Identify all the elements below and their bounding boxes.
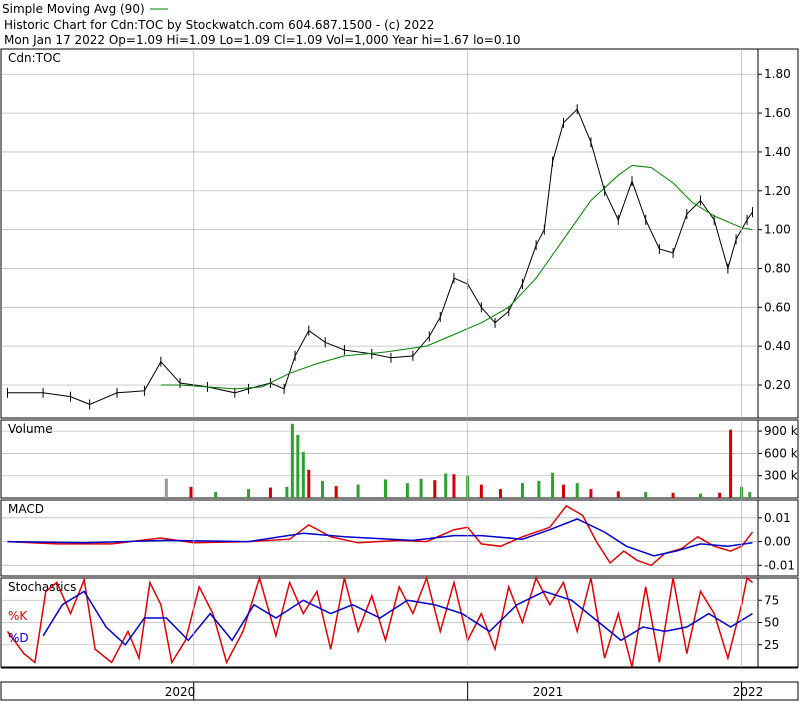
x-tick-label: 2022 xyxy=(733,685,764,699)
price-y-tick-label: 1.20 xyxy=(764,184,791,198)
stochastics-y-tick-label: 75 xyxy=(764,593,779,607)
time-axis-frame xyxy=(0,681,799,701)
volume-bar xyxy=(575,483,579,498)
volume-y-tick-label: 300 k xyxy=(764,469,798,483)
x-tick-label: 2021 xyxy=(533,685,564,699)
macd-panel-frame xyxy=(0,499,799,577)
volume-bar xyxy=(268,487,272,498)
volume-bar xyxy=(589,489,593,498)
volume-bar xyxy=(247,489,251,498)
price-y-tick-label: 0.20 xyxy=(764,378,791,392)
volume-bar xyxy=(285,486,289,498)
macd-y-tick-label: 0.01 xyxy=(764,511,791,525)
volume-bar xyxy=(551,472,555,498)
volume-bar xyxy=(671,492,675,498)
volume-bar xyxy=(729,429,733,498)
volume-bar xyxy=(383,479,387,498)
price-y-tick-label: 1.00 xyxy=(764,223,791,237)
volume-bar xyxy=(164,478,168,498)
sma-legend-label: Simple Moving Avg (90) xyxy=(2,2,145,16)
price-y-tick-label: 1.80 xyxy=(764,67,791,81)
x-tick-label: 2020 xyxy=(165,685,196,699)
price-y-tick-label: 0.40 xyxy=(764,339,791,353)
volume-bar xyxy=(214,492,218,498)
stochastics-panel-frame xyxy=(0,577,799,668)
price-y-tick-label: 0.60 xyxy=(764,300,791,314)
volume-bar xyxy=(748,492,752,498)
volume-bar xyxy=(644,492,648,498)
volume-bar xyxy=(301,451,305,498)
volume-bar xyxy=(562,484,566,498)
volume-panel-frame xyxy=(0,419,799,499)
price-y-tick-label: 1.60 xyxy=(764,106,791,120)
volume-bar xyxy=(356,484,360,498)
volume-bar xyxy=(405,483,409,498)
volume-bar xyxy=(537,480,541,498)
stochastics-panel-title: Stochastics xyxy=(8,580,76,594)
volume-bar xyxy=(698,493,702,498)
price-simple-moving-avg-90-line xyxy=(160,164,753,390)
price-panel-frame xyxy=(0,48,799,419)
volume-bar xyxy=(419,478,423,498)
quote-line: Mon Jan 17 2022 Op=1.09 Hi=1.09 Lo=1.09 … xyxy=(4,33,521,47)
volume-bar xyxy=(307,469,311,498)
volume-bar xyxy=(452,474,456,498)
volume-bar xyxy=(296,434,300,498)
volume-bar xyxy=(433,480,437,498)
stochastics-y-tick-label: 50 xyxy=(764,616,779,630)
stochastics-d-line xyxy=(42,590,753,646)
volume-bar xyxy=(189,486,193,498)
stoch-k-label: %K xyxy=(8,609,28,623)
volume-bar xyxy=(616,491,620,498)
volume-bar xyxy=(290,423,294,498)
volume-y-tick-label: 900 k xyxy=(764,424,798,438)
volume-bar xyxy=(334,486,338,498)
macd-signal-line xyxy=(7,518,753,557)
stochastics-k-line xyxy=(6,575,753,668)
price-y-tick-label: 1.40 xyxy=(764,145,791,159)
macd-y-tick-label: 0.00 xyxy=(764,535,791,549)
stochastics-y-tick-label: 25 xyxy=(764,638,779,652)
stoch-d-label: %D xyxy=(8,631,29,645)
volume-bar xyxy=(444,473,448,498)
volume-bar xyxy=(479,484,483,498)
price-y-tick-label: 0.80 xyxy=(764,261,791,275)
macd-macd-line xyxy=(7,504,754,567)
macd-y-tick-label: -0.01 xyxy=(764,558,795,572)
volume-panel-title: Volume xyxy=(8,422,53,436)
volume-y-tick-label: 600 k xyxy=(764,446,798,460)
price-panel-title: Cdn:TOC xyxy=(8,51,61,65)
volume-bar xyxy=(320,480,324,498)
chart-title-line: Historic Chart for Cdn:TOC by Stockwatch… xyxy=(4,18,435,32)
volume-bar xyxy=(499,489,503,498)
price-cdn-toc-line xyxy=(7,108,753,405)
volume-bar xyxy=(718,492,722,498)
volume-bar xyxy=(520,483,524,498)
macd-panel-title: MACD xyxy=(8,502,44,516)
